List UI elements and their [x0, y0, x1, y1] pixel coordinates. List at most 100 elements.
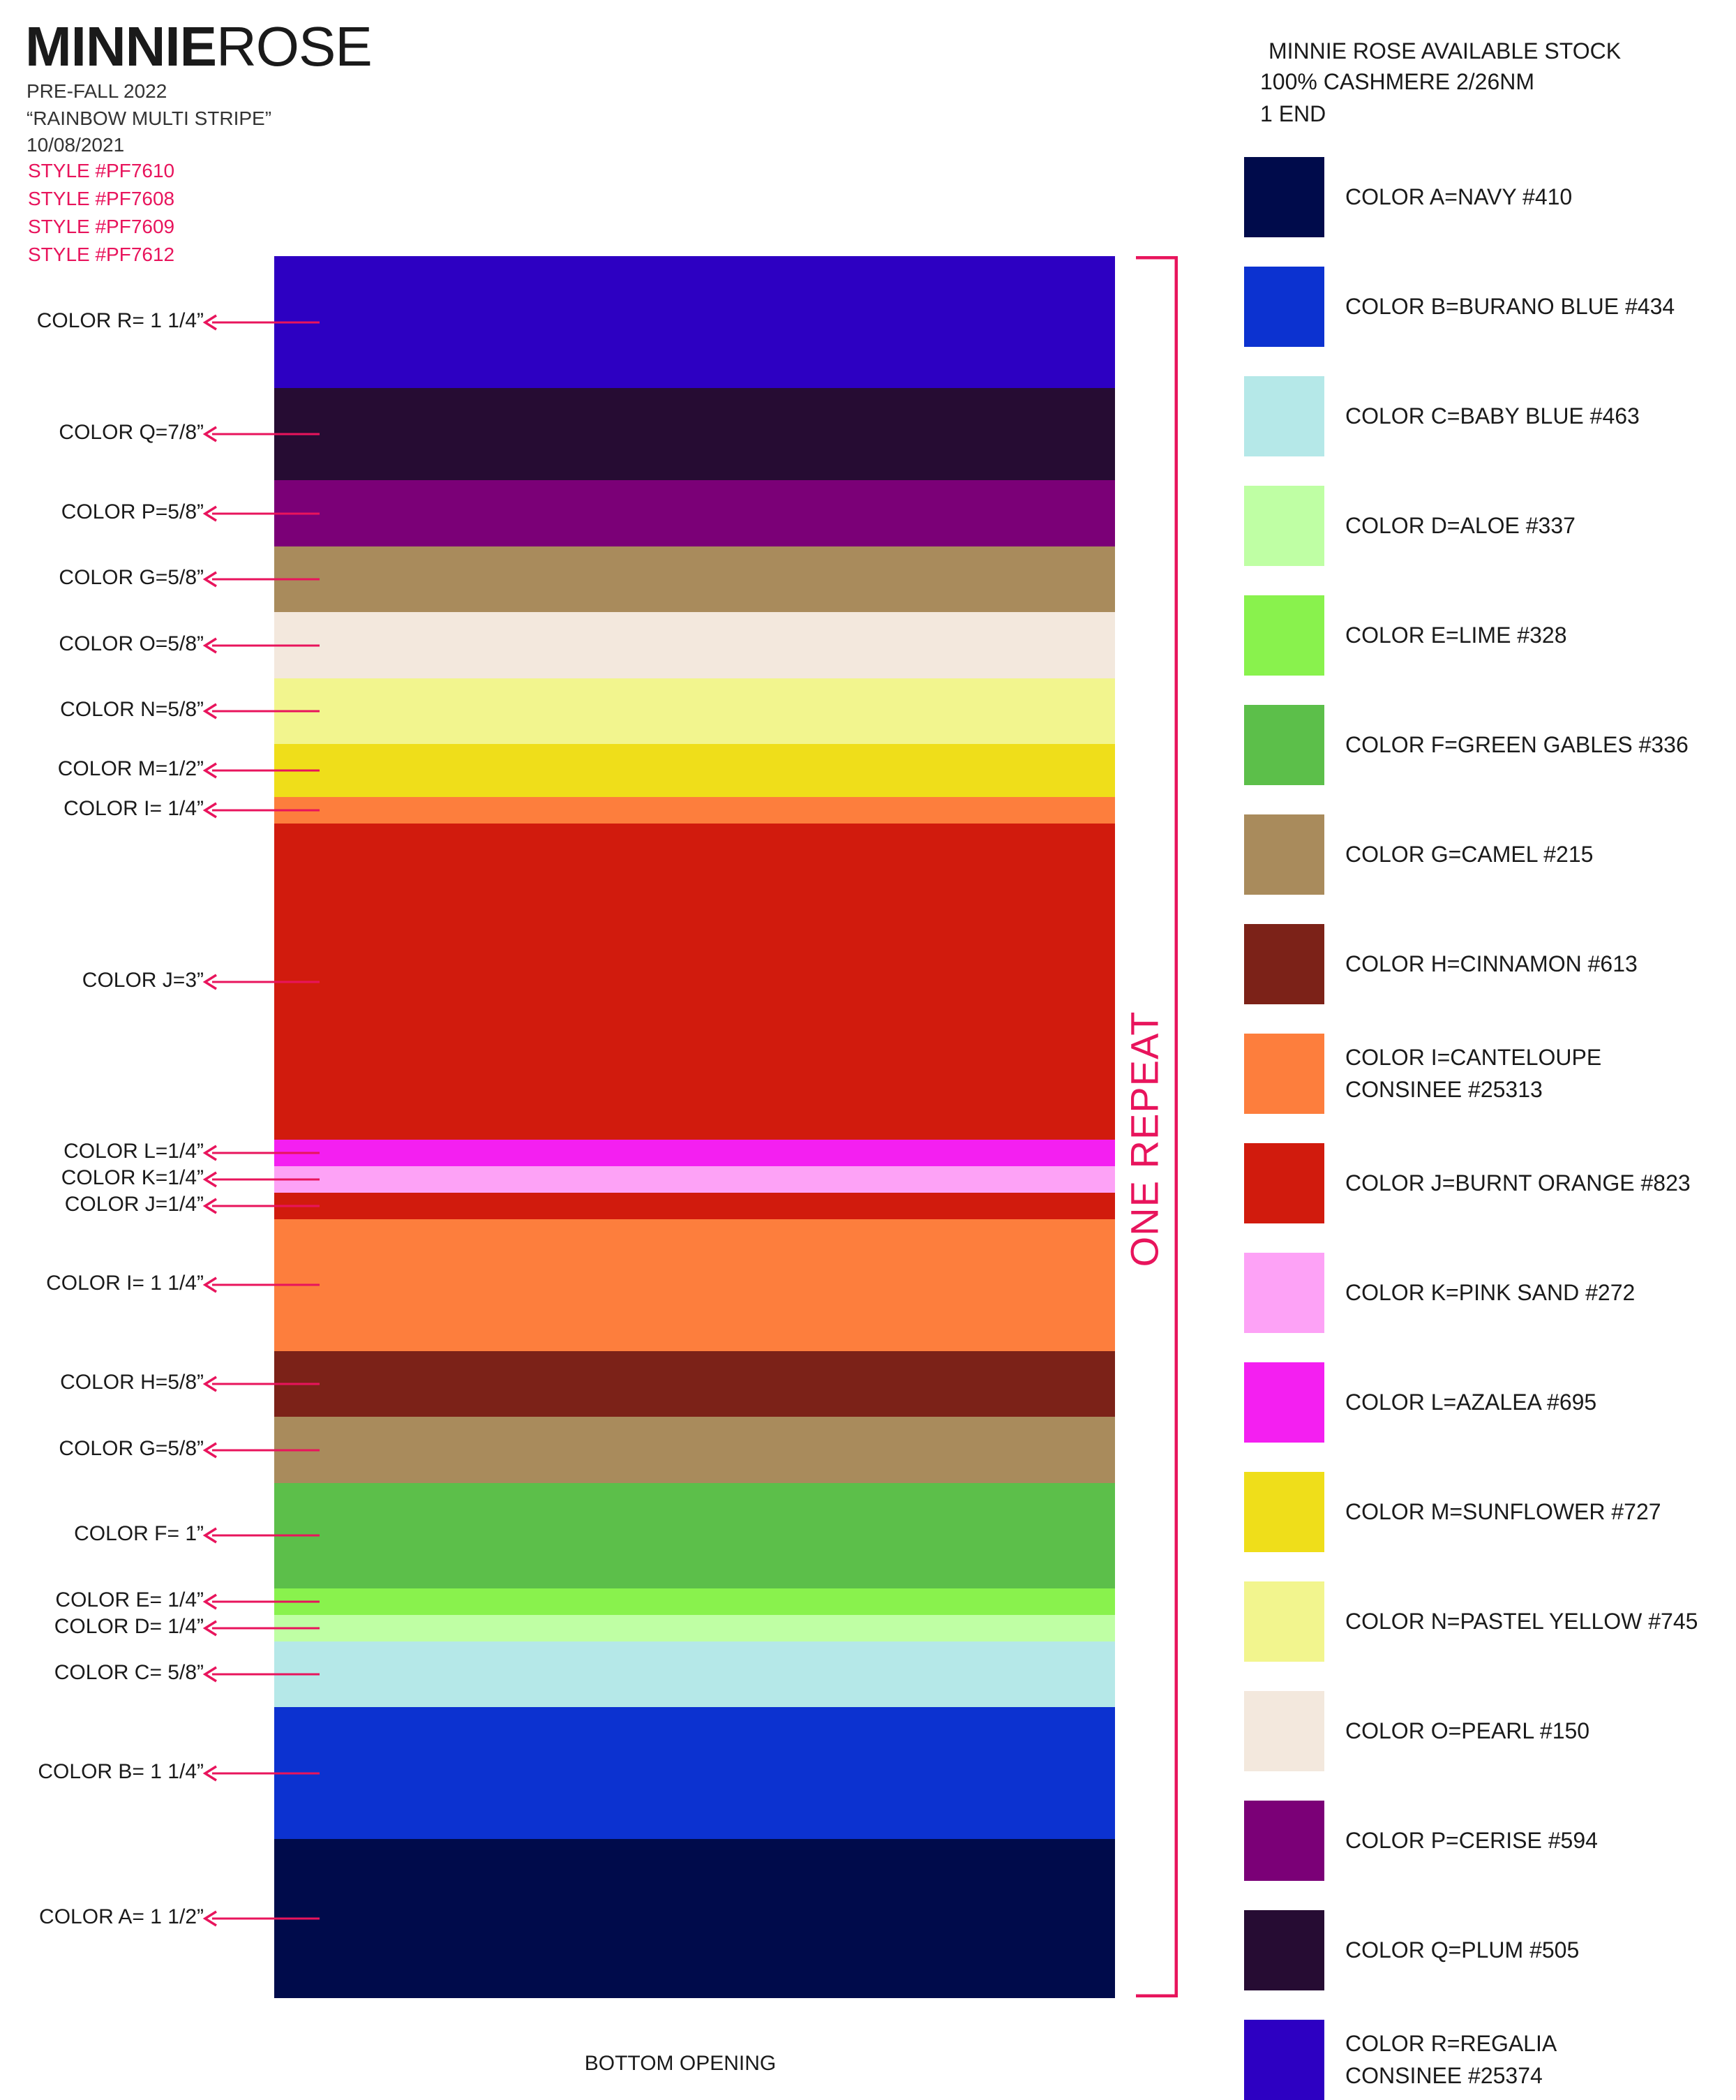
stock-swatch [1244, 705, 1324, 785]
style-number: STYLE #PF7610 [28, 160, 175, 181]
stock-ends: 1 END [1260, 101, 1326, 126]
stripe-band [274, 744, 1115, 798]
arrow-left-icon [202, 1666, 321, 1683]
stripe-band [274, 1482, 1115, 1589]
arrow-left-icon [202, 637, 321, 654]
style-number: STYLE #PF7609 [28, 216, 175, 237]
arrow-left-icon [202, 1910, 321, 1927]
stripe-label: COLOR M=1/2” [57, 757, 204, 781]
arrow-left-icon [202, 1527, 321, 1544]
stock-swatch [1244, 376, 1324, 456]
stripe-label: COLOR P=5/8” [61, 500, 204, 523]
arrow-left-icon [202, 1171, 321, 1188]
arrow-left-icon [202, 802, 321, 819]
stripe-band [274, 612, 1115, 679]
stock-label: COLOR E=LIME #328 [1345, 623, 1567, 648]
stripe-label: COLOR C= 5/8” [54, 1660, 204, 1684]
stock-label: COLOR A=NAVY #410 [1345, 184, 1573, 209]
stock-label: CONSINEE #25313 [1345, 1077, 1543, 1102]
stripe-label: COLOR O=5/8” [59, 632, 204, 655]
stripe-label: COLOR B= 1 1/4” [38, 1759, 204, 1783]
stock-swatch [1244, 267, 1324, 347]
stock-label: COLOR I=CANTELOUPE [1345, 1045, 1602, 1070]
arrow-left-icon [202, 1276, 321, 1293]
stock-swatch [1244, 2020, 1324, 2100]
stock-label: CONSINEE #25374 [1345, 2063, 1543, 2088]
stripe-band [274, 1166, 1115, 1193]
stripe-label: COLOR D= 1/4” [54, 1614, 204, 1638]
arrow-left-icon [202, 426, 321, 442]
stripe-band [274, 1707, 1115, 1840]
stripe-label: COLOR G=5/8” [59, 1436, 204, 1460]
arrow-left-icon [202, 571, 321, 588]
stock-label: COLOR O=PEARL #150 [1345, 1718, 1590, 1743]
stock-swatch [1244, 1253, 1324, 1333]
stripe-label: COLOR R= 1 1/4” [36, 308, 204, 332]
stripe-label: COLOR H=5/8” [60, 1371, 204, 1394]
stripe-panel [274, 256, 1115, 1998]
arrow-left-icon [202, 1442, 321, 1459]
stripe-label: COLOR N=5/8” [60, 698, 204, 722]
stock-label: COLOR M=SUNFLOWER #727 [1345, 1499, 1661, 1524]
stock-label: COLOR B=BURANO BLUE #434 [1345, 294, 1675, 319]
stock-swatch [1244, 1691, 1324, 1771]
repeat-label: ONE REPEAT [1122, 1011, 1167, 1267]
stock-label: COLOR L=AZALEA #695 [1345, 1390, 1597, 1415]
stripe-label: COLOR F= 1” [74, 1522, 204, 1546]
stock-label: COLOR Q=PLUM #505 [1345, 1937, 1580, 1963]
brand-logo-bold: MINNIE [25, 15, 217, 77]
repeat-bracket [1136, 256, 1178, 1997]
stripe-label: COLOR A= 1 1/2” [39, 1905, 204, 1928]
stripe-band [274, 1641, 1115, 1708]
date-line: 10/08/2021 [27, 134, 125, 156]
arrow-left-icon [202, 1198, 321, 1214]
stripe-label: COLOR I= 1 1/4” [46, 1272, 204, 1295]
stripe-band [274, 1140, 1115, 1167]
stock-label: COLOR C=BABY BLUE #463 [1345, 403, 1640, 429]
stock-swatch [1244, 595, 1324, 676]
stock-fiber: 100% CASHMERE 2/26NM [1260, 69, 1535, 94]
arrow-left-icon [202, 1765, 321, 1782]
arrow-left-icon [202, 974, 321, 990]
stock-swatch [1244, 1581, 1324, 1662]
stripe-label: COLOR G=5/8” [59, 566, 204, 590]
bottom-opening-label: BOTTOM OPENING [584, 2052, 777, 2075]
stripe-band [274, 1588, 1115, 1616]
arrow-left-icon [202, 1145, 321, 1161]
stripe-label: COLOR I= 1/4” [63, 796, 204, 820]
stripe-band [274, 388, 1115, 481]
style-number: STYLE #PF7608 [28, 188, 175, 209]
stripe-band [274, 1614, 1115, 1642]
stripe-band [274, 256, 1115, 389]
arrow-left-icon [202, 762, 321, 779]
stripe-band [274, 1193, 1115, 1220]
stock-swatch [1244, 1472, 1324, 1552]
arrow-left-icon [202, 505, 321, 522]
stock-swatch [1244, 1034, 1324, 1114]
arrow-left-icon [202, 314, 321, 331]
stripe-label: COLOR K=1/4” [61, 1166, 204, 1190]
brand-logo: MINNIEROSE [25, 15, 373, 78]
stock-label: COLOR G=CAMEL #215 [1345, 842, 1594, 867]
stock-label: COLOR J=BURNT ORANGE #823 [1345, 1170, 1691, 1196]
brand-logo-light: ROSE [216, 15, 373, 77]
arrow-left-icon [202, 1593, 321, 1610]
stock-label: COLOR R=REGALIA [1345, 2031, 1557, 2056]
stock-label: COLOR F=GREEN GABLES #336 [1345, 732, 1689, 757]
stock-swatch [1244, 814, 1324, 895]
stock-label: COLOR P=CERISE #594 [1345, 1828, 1598, 1853]
arrow-left-icon [202, 703, 321, 720]
stripe-band [274, 1839, 1115, 1998]
stock-swatch [1244, 157, 1324, 237]
stripe-label: COLOR Q=7/8” [59, 421, 204, 445]
arrow-left-icon [202, 1620, 321, 1637]
stripe-band [274, 796, 1115, 824]
design-name-line: “RAINBOW MULTI STRIPE” [27, 107, 272, 129]
stripe-label: COLOR J=1/4” [64, 1192, 204, 1216]
stock-label: COLOR H=CINNAMON #613 [1345, 951, 1638, 976]
stock-label: COLOR N=PASTEL YELLOW #745 [1345, 1609, 1698, 1634]
stock-title: MINNIE ROSE AVAILABLE STOCK [1269, 38, 1622, 64]
stock-swatch [1244, 1143, 1324, 1223]
stock-swatch [1244, 924, 1324, 1004]
stripe-label: COLOR J=3” [82, 968, 204, 992]
